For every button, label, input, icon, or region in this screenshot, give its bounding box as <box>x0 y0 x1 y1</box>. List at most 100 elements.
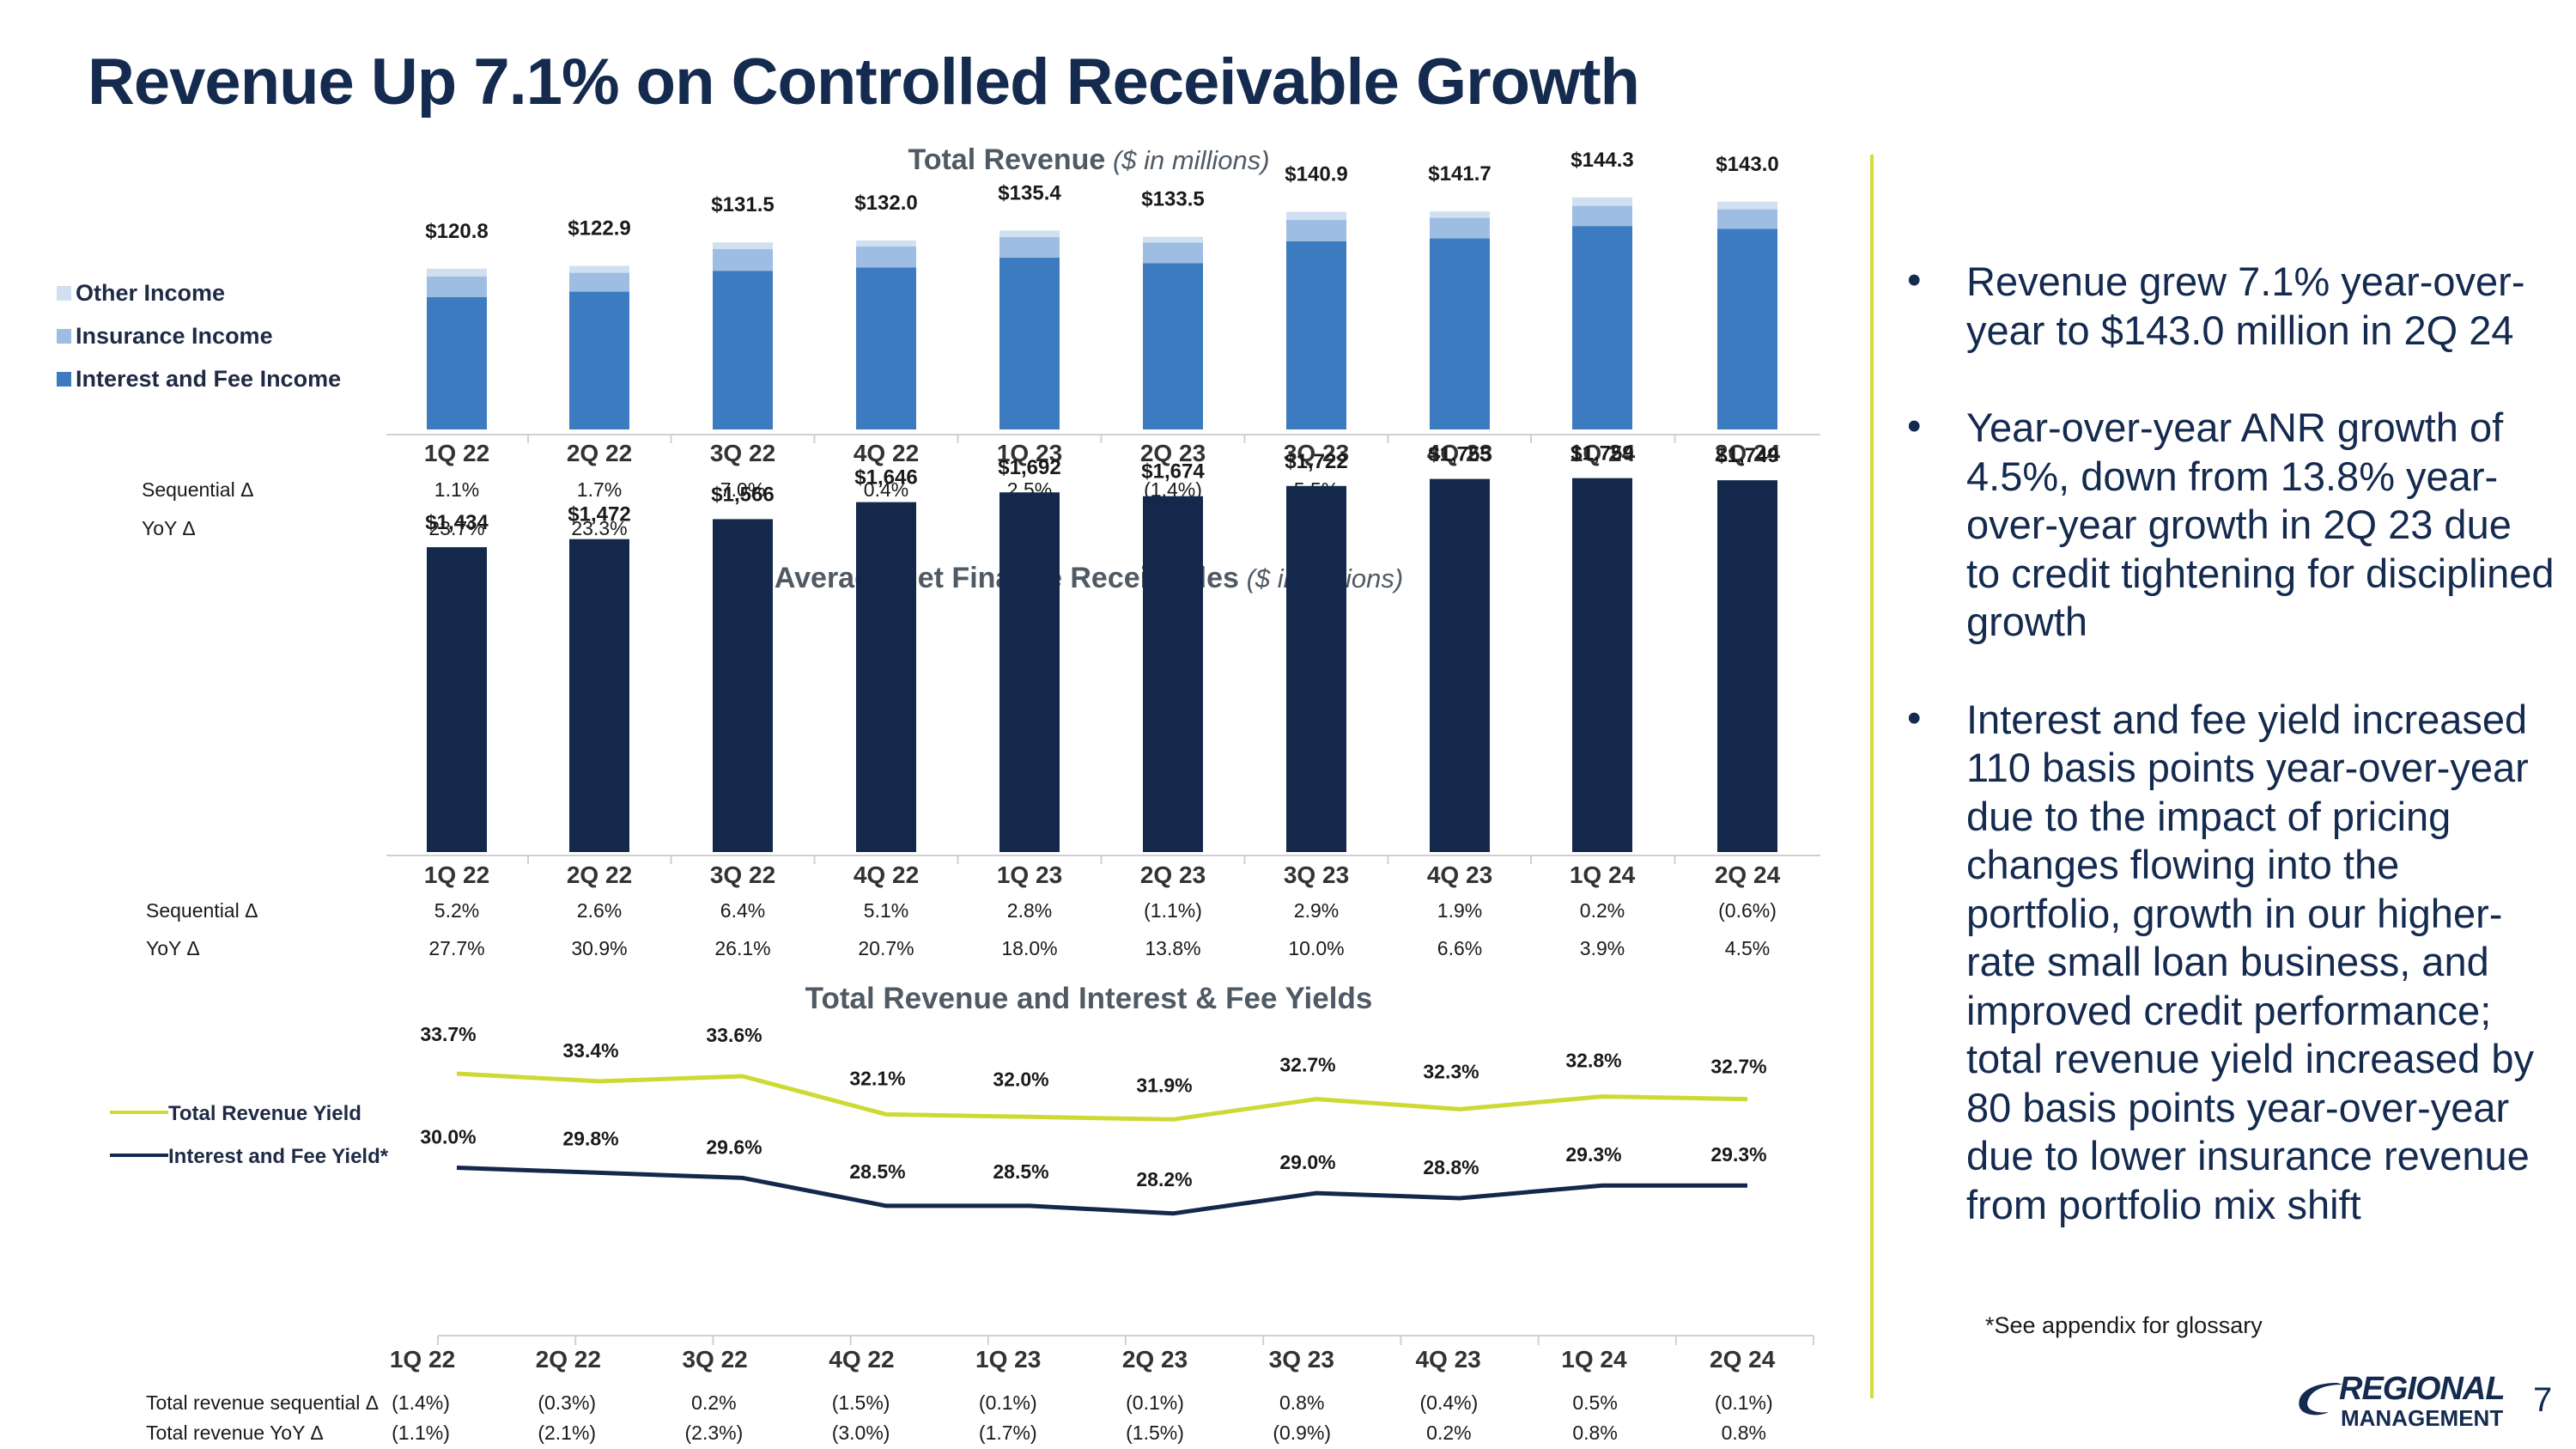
total-revenue-yield-label: 32.8% <box>1565 1050 1621 1072</box>
yield-category-label: 2Q 23 <box>1122 1346 1188 1373</box>
interest-fee-yield-label: 29.6% <box>706 1135 762 1158</box>
revenue-bar-other-income <box>1286 211 1346 220</box>
revenue-total-label: $135.4 <box>998 181 1061 204</box>
bullet-icon: • <box>1907 694 1922 740</box>
revenue-total-label: $131.5 <box>711 193 774 216</box>
revenue-total-label: $144.3 <box>1571 149 1633 172</box>
anr-category-label: 3Q 23 <box>1284 861 1349 888</box>
revenue-total-label: $141.7 <box>1428 162 1491 186</box>
revenue-bar-insurance-income <box>1717 209 1777 229</box>
yield-row-value: (1.1%) <box>392 1422 450 1444</box>
yield-row-label: Total revenue YoY Δ <box>146 1422 324 1444</box>
anr-value-label: $1,749 <box>1716 444 1778 467</box>
total-revenue-yield-label: 32.0% <box>993 1068 1048 1090</box>
anr-value-label: $1,692 <box>998 456 1060 479</box>
revenue-bar-insurance-income <box>1143 242 1203 264</box>
interest-fee-yield-label: 28.5% <box>993 1160 1048 1183</box>
revenue-bar-interest-and-fee-income <box>1143 263 1203 429</box>
anr-row-value: (0.6%) <box>1718 899 1777 922</box>
revenue-bar-other-income <box>427 268 487 277</box>
revenue-chart-title: Total Revenue ($ in millions) <box>908 143 1269 176</box>
interest-fee-yield-label: 29.3% <box>1710 1143 1766 1166</box>
anr-row-value: 1.9% <box>1437 899 1482 922</box>
anr-row-value: 6.6% <box>1437 937 1482 959</box>
revenue-bar-other-income <box>1572 197 1632 206</box>
yield-row-value: (0.1%) <box>1126 1391 1184 1414</box>
revenue-bar-interest-and-fee-income <box>1430 238 1490 429</box>
bullet-icon: • <box>1907 257 1922 302</box>
interest-fee-yield-label: 28.8% <box>1423 1156 1479 1178</box>
bullet-text: Year-over-year ANR growth of 4.5%, down … <box>1966 405 2555 644</box>
anr-row-value: 13.8% <box>1145 937 1200 959</box>
total-revenue-yield-label: 31.9% <box>1136 1074 1192 1096</box>
revenue-category-label: 1Q 24 <box>1570 440 1636 466</box>
logo-line2: MANAGEMENT <box>2341 1405 2504 1431</box>
revenue-bar-other-income <box>999 230 1060 237</box>
anr-row-value: 30.9% <box>571 937 627 959</box>
bullet-item: • Revenue grew 7.1% year-over-year to $14… <box>1902 257 2555 355</box>
total-revenue-yield-label: 32.1% <box>849 1067 905 1089</box>
bullet-list: • Revenue grew 7.1% year-over-year to $14… <box>1902 257 2555 1278</box>
anr-bar <box>427 547 487 852</box>
revenue-category-label: 3Q 23 <box>1284 440 1349 466</box>
revenue-total-label: $122.9 <box>568 217 630 240</box>
anr-bar <box>999 492 1060 852</box>
logo-line1: REGIONAL <box>2339 1371 2506 1407</box>
yield-row-value: (0.3%) <box>538 1391 596 1414</box>
anr-value-label: $1,755 <box>1428 443 1491 466</box>
revenue-bar-insurance-income <box>999 236 1060 259</box>
interest-fee-yield-label: 30.0% <box>420 1126 476 1148</box>
revenue-chart-title-subtitle: ($ in millions) <box>1105 145 1269 175</box>
yield-row-value: (2.3%) <box>685 1422 744 1444</box>
revenue-bar-insurance-income <box>427 276 487 297</box>
anr-row-value: 26.1% <box>714 937 770 959</box>
interest-fee-yield-label: 29.8% <box>562 1127 618 1149</box>
yield-row-value: 0.8% <box>1572 1422 1617 1444</box>
revenue-bar-insurance-income <box>1572 205 1632 227</box>
revenue-row-value: 7.0% <box>720 478 765 501</box>
yield-row-value: (1.4%) <box>392 1391 450 1414</box>
yield-row-value: (0.1%) <box>1715 1391 1773 1414</box>
yield-row-label: Total revenue sequential Δ <box>146 1391 379 1414</box>
anr-category-label: 1Q 24 <box>1570 861 1636 888</box>
yield-row-value: (2.1%) <box>538 1422 596 1444</box>
yield-category-label: 1Q 24 <box>1561 1346 1627 1373</box>
yield-row-value: (1.7%) <box>979 1422 1037 1444</box>
yield-category-label: 1Q 23 <box>975 1346 1041 1373</box>
anr-bar <box>1572 478 1632 852</box>
yield-category-label: 3Q 23 <box>1269 1346 1334 1373</box>
anr-row-value: (1.1%) <box>1144 899 1202 922</box>
anr-category-label: 2Q 23 <box>1140 861 1206 888</box>
yield-row-value: 0.2% <box>691 1391 736 1414</box>
anr-category-label: 1Q 22 <box>424 861 489 888</box>
revenue-bar-other-income <box>856 240 916 247</box>
revenue-bar-other-income <box>1143 236 1203 243</box>
revenue-row-value: 1.1% <box>434 478 479 501</box>
revenue-category-label: 4Q 22 <box>854 440 919 466</box>
bullet-item: • Year-over-year ANR growth of 4.5%, down… <box>1902 403 2555 647</box>
footnote: *See appendix for glossary <box>1985 1312 2263 1338</box>
page-title: Revenue Up 7.1% on Controlled Receivable… <box>88 46 1640 119</box>
revenue-bar-interest-and-fee-income <box>569 291 629 429</box>
anr-row-value: 2.6% <box>577 899 622 922</box>
legend-label: Other Income <box>76 280 225 306</box>
bullet-text: Revenue grew 7.1% year-over-year to $143… <box>1966 259 2525 353</box>
revenue-bar-interest-and-fee-income <box>1572 226 1632 429</box>
revenue-bar-other-income <box>1430 211 1490 218</box>
legend-label: Interest and Fee Income <box>76 366 341 392</box>
anr-value-label: $1,566 <box>711 483 774 506</box>
revenue-bar-insurance-income <box>713 248 773 271</box>
revenue-category-label: 2Q 22 <box>567 440 632 466</box>
anr-row-value: 2.8% <box>1007 899 1052 922</box>
revenue-bar-insurance-income <box>1430 217 1490 239</box>
revenue-total-label: $120.8 <box>425 220 488 243</box>
anr-category-label: 2Q 22 <box>567 861 632 888</box>
total-revenue-yield-line <box>456 1071 1748 1122</box>
revenue-bar-insurance-income <box>569 272 629 292</box>
yield-category-label: 1Q 22 <box>390 1346 455 1373</box>
anr-value-label: $1,759 <box>1571 442 1633 466</box>
legend-label: Interest and Fee Yield* <box>168 1145 389 1168</box>
anr-row-value: 10.0% <box>1288 937 1344 959</box>
total-revenue-yield-label: 32.7% <box>1279 1054 1335 1076</box>
revenue-category-label: 4Q 23 <box>1427 440 1492 466</box>
